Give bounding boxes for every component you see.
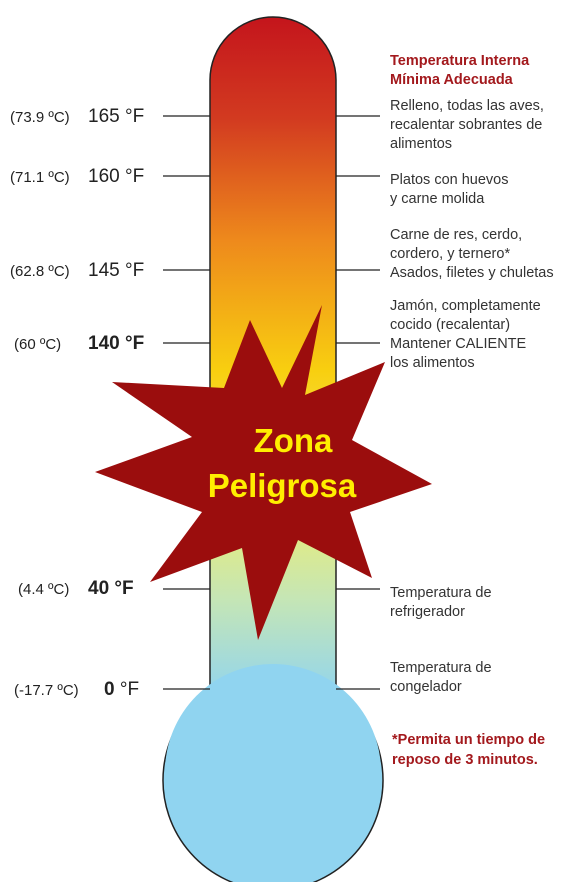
fahrenheit-value: 145	[88, 260, 120, 281]
fahrenheit-label: 145 °F	[88, 260, 144, 281]
thermometer-bulb	[165, 664, 381, 880]
unit: °F	[125, 260, 144, 281]
footnote: *Permita un tiempo de	[392, 732, 545, 748]
danger-zone-label: Zona	[254, 422, 333, 459]
celsius-label: (62.8 ºC)	[10, 263, 70, 280]
footnote: reposo de 3 minutos.	[392, 752, 538, 768]
description: y carne molida	[390, 191, 485, 207]
description: los alimentos	[390, 355, 475, 371]
fahrenheit-label: 0 °F	[104, 679, 139, 700]
unit: °F	[125, 166, 144, 187]
description: alimentos	[390, 136, 452, 152]
danger-zone-label: Peligrosa	[208, 467, 357, 504]
celsius-label: (-17.7 ºC)	[14, 682, 79, 699]
celsius-label: (60 ºC)	[14, 336, 61, 353]
description: Mantener CALIENTE	[390, 336, 527, 352]
description: Temperatura de	[390, 660, 492, 676]
description: Asados, filetes y chuletas	[390, 265, 554, 281]
celsius-label: (71.1 ºC)	[10, 169, 70, 186]
description: cocido (recalentar)	[390, 317, 510, 333]
description: refrigerador	[390, 604, 465, 620]
fahrenheit-label: 140 °F	[88, 333, 144, 354]
fahrenheit-value: 140	[88, 333, 120, 354]
page: { "header": {"title_lines": ["Temperatur…	[0, 0, 581, 882]
fahrenheit-label: 40 °F	[88, 578, 134, 599]
unit: °F	[114, 578, 133, 599]
unit: °F	[125, 333, 144, 354]
fahrenheit-value: 160	[88, 166, 120, 187]
fahrenheit-label: 165 °F	[88, 106, 144, 127]
description: cordero, y ternero*	[390, 246, 510, 262]
description: recalentar sobrantes de	[390, 117, 542, 133]
fahrenheit-value: 0	[104, 679, 115, 700]
header-title: Temperatura Interna	[390, 53, 530, 69]
description: Platos con huevos	[390, 172, 509, 188]
celsius-label: (4.4 ºC)	[18, 581, 69, 598]
unit: °F	[120, 679, 139, 700]
description: Relleno, todas las aves,	[390, 98, 544, 114]
description: congelador	[390, 679, 462, 695]
description: Jamón, completamente	[390, 298, 541, 314]
description: Temperatura de	[390, 585, 492, 601]
header-title: Mínima Adecuada	[390, 72, 514, 88]
description: Carne de res, cerdo,	[390, 227, 522, 243]
fahrenheit-value: 40	[88, 578, 109, 599]
fahrenheit-value: 165	[88, 106, 120, 127]
celsius-label: (73.9 ºC)	[10, 109, 70, 126]
infographic: Temperatura Interna Mínima Adecuada (73.…	[0, 0, 581, 882]
fahrenheit-label: 160 °F	[88, 166, 144, 187]
unit: °F	[125, 106, 144, 127]
